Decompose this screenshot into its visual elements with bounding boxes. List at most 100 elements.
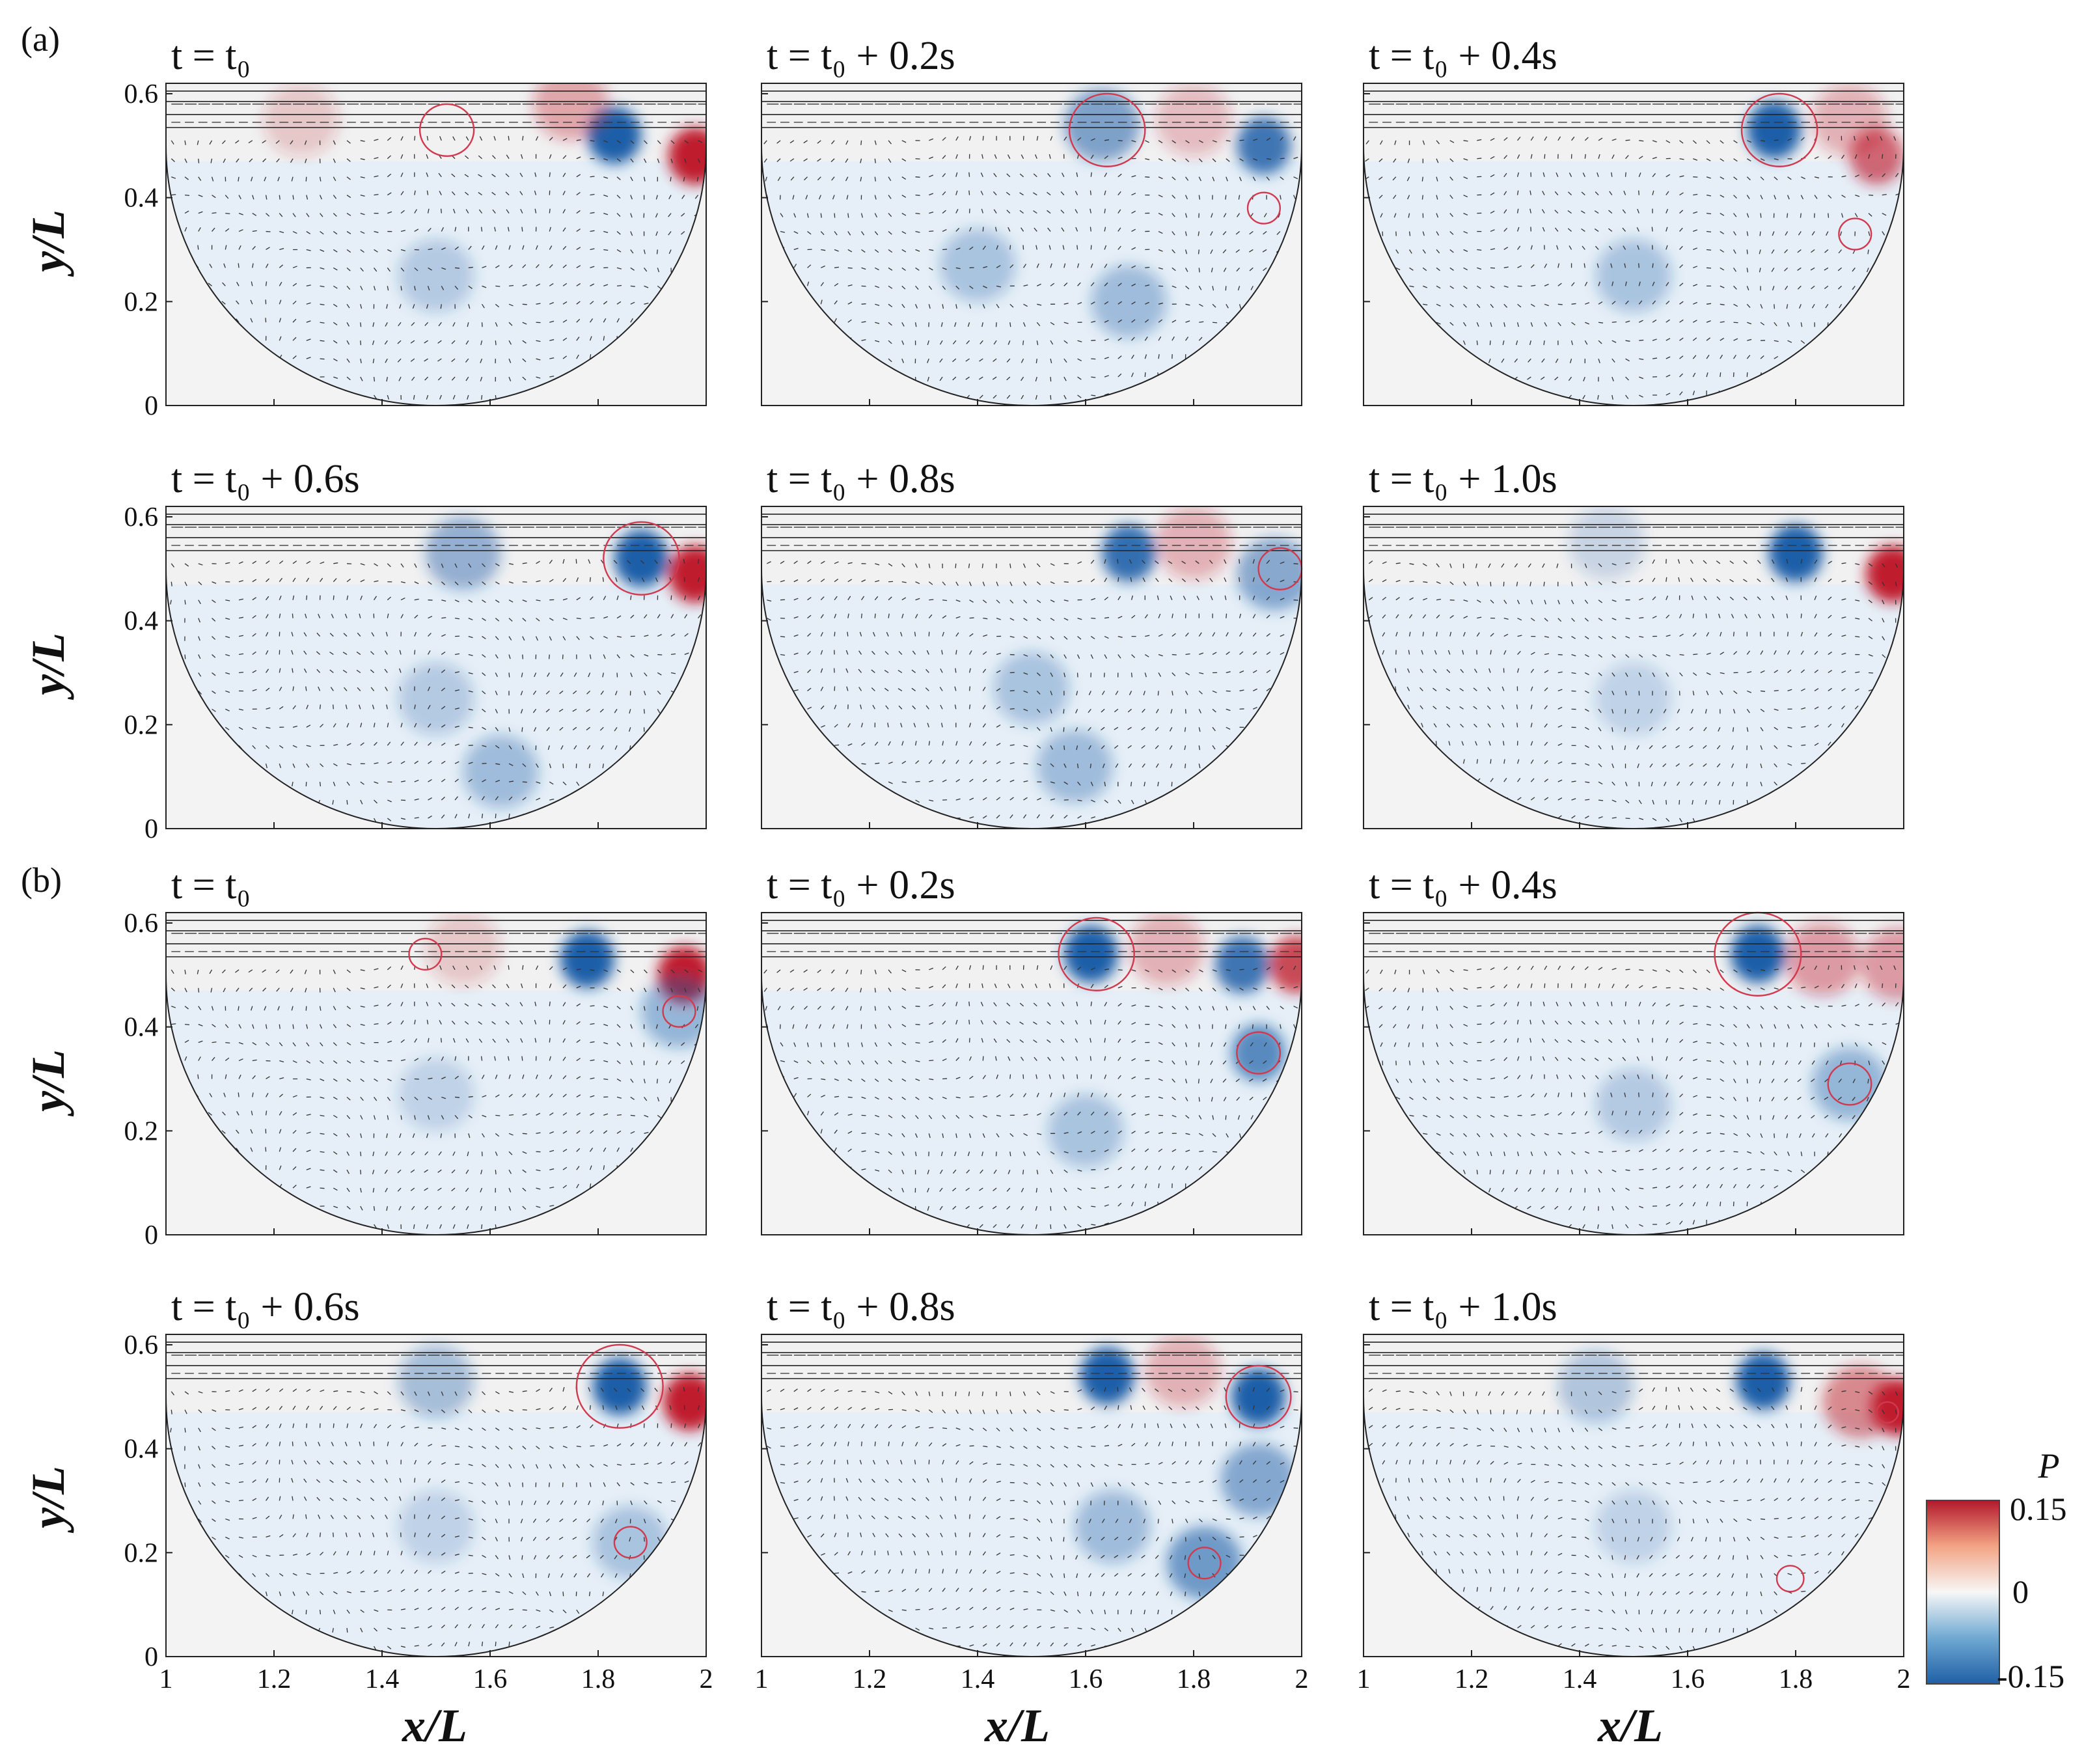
panel-title: t = t₀ + 0.6s	[171, 1285, 360, 1329]
pressure-blob	[1155, 83, 1232, 156]
pressure-blob	[1860, 928, 1904, 1001]
pressure-blob	[1595, 1490, 1672, 1564]
y-tick-label: 0	[144, 391, 158, 421]
panel-frame	[165, 83, 707, 406]
pressure-blob	[1129, 913, 1205, 985]
x-tick-label: 1.2	[1455, 1664, 1489, 1694]
y-tick-label: 0.6	[124, 79, 159, 109]
x-tick-label: 1.8	[1177, 1664, 1211, 1694]
panel-title: t = t₀ + 0.6s	[171, 457, 360, 501]
pressure-blob	[1237, 537, 1302, 611]
x-tick-label: 1.4	[1563, 1664, 1597, 1694]
panels-layer: 0 0.2 0.4 0.6 t = t₀ t = t₀ + 0.2s t = t₀ + 0.…	[124, 34, 1911, 1694]
panel-title: t = t₀ + 0.8s	[767, 1285, 955, 1329]
vortex-highlight-circle	[1058, 916, 1135, 991]
x-tick-label: 1	[159, 1664, 173, 1694]
panel-frame	[1363, 912, 1904, 1235]
velocity-vectors	[763, 103, 1302, 400]
pressure-blob	[663, 1373, 706, 1431]
pressure-blob	[1215, 935, 1270, 993]
y-axis-label-row3: y/L	[22, 1049, 74, 1117]
velocity-vectors	[167, 933, 706, 1230]
pressure-blob	[1063, 88, 1140, 161]
vortex-highlight-circle	[575, 1344, 664, 1429]
pressure-blob	[1145, 1334, 1221, 1407]
pressure-blob	[1569, 506, 1645, 579]
vortex-highlight-circle	[1187, 1547, 1222, 1580]
y-axis-label-row1: y/L	[22, 210, 74, 277]
panel-title: t = t₀ + 0.2s	[767, 34, 955, 78]
x-tick-label: 2	[700, 1664, 713, 1694]
colorbar-gradient	[1926, 1500, 2000, 1685]
group-label-b: (b)	[21, 861, 62, 900]
pressure-field	[1569, 506, 1904, 736]
panel-frame	[761, 506, 1302, 829]
pressure-blob	[398, 662, 474, 736]
y-tick-label: 0.4	[124, 184, 159, 214]
pressure-field	[398, 516, 706, 808]
panel-frame	[165, 912, 707, 1235]
panel-title: t = t₀ + 0.8s	[767, 457, 955, 501]
y-tick-label: 0.2	[124, 1538, 159, 1568]
panel-title: t = t₀ + 1.0s	[1369, 1285, 1557, 1329]
vortex-highlight-circle	[1876, 1401, 1899, 1424]
panel-a-4: 0 0.2 0.4 0.6 t = t₀ + 0.6s	[124, 457, 707, 844]
y-axis-label-row2: y/L	[22, 633, 74, 700]
pressure-blob	[1785, 922, 1861, 996]
pressure-blob	[560, 930, 614, 988]
vortex-highlight-circle	[1776, 1565, 1805, 1593]
x-tick-label: 1.6	[473, 1664, 508, 1694]
vortex-highlight-circle	[408, 937, 443, 971]
panel-frame	[1363, 1334, 1904, 1657]
pressure-blob	[939, 228, 1016, 302]
pressure-blob	[993, 652, 1070, 725]
colorbar-tick-max: 0.15	[2010, 1491, 2067, 1527]
y-tick-label: 0.4	[124, 1013, 159, 1043]
group-label-a: (a)	[21, 20, 60, 59]
field-region	[761, 83, 1302, 406]
pressure-blob	[1155, 506, 1232, 579]
field-region	[166, 83, 706, 406]
pressure-blob	[1231, 1368, 1286, 1426]
x-axis-label-col1: x/L	[402, 1700, 467, 1752]
x-tick-label: 1.2	[257, 1664, 292, 1694]
x-tick-label: 2	[1295, 1664, 1309, 1694]
pressure-blob	[1557, 1349, 1634, 1423]
y-tick-label: 0.6	[124, 909, 159, 939]
vortex-highlight-circle	[662, 995, 696, 1028]
pressure-blob	[1768, 524, 1823, 582]
x-axis-label-col2: x/L	[984, 1700, 1050, 1752]
panel-title: t = t₀	[171, 34, 251, 78]
x-tick-label: 1.4	[365, 1664, 400, 1694]
panel-title: t = t₀ + 0.4s	[1369, 863, 1557, 907]
pressure-blob	[1037, 730, 1113, 803]
panel-title: t = t₀	[171, 863, 251, 907]
x-tick-label: 1.4	[961, 1664, 995, 1694]
pressure-field	[1075, 1334, 1296, 1600]
x-tick-label: 1.8	[581, 1664, 616, 1694]
y-axis-label-row4: y/L	[22, 1466, 74, 1534]
x-tick-label: 1.6	[1069, 1664, 1103, 1694]
pressure-blob	[614, 529, 668, 587]
pressure-blob	[1237, 117, 1291, 174]
x-tick-label: 1.8	[1779, 1664, 1813, 1694]
y-tick-label: 0.2	[124, 710, 159, 740]
pressure-blob	[1047, 1094, 1124, 1168]
x-tick-label: 2	[1897, 1664, 1911, 1694]
pressure-blob	[1731, 925, 1785, 983]
panel-frame	[165, 506, 707, 829]
panel-frame	[761, 912, 1302, 1235]
field-region	[1364, 913, 1904, 1235]
pressure-field	[1047, 913, 1302, 1168]
pressure-blob	[1865, 545, 1904, 603]
panel-title: t = t₀ + 0.2s	[767, 863, 955, 907]
pressure-blob	[1080, 1347, 1134, 1405]
y-tick-label: 0	[144, 814, 158, 844]
panel-frame	[1363, 83, 1904, 406]
vortex-highlight-circle	[1068, 92, 1146, 167]
pressure-blob	[641, 974, 706, 1048]
pressure-blob	[668, 127, 706, 185]
pressure-blob	[1063, 925, 1118, 983]
panel-b-3: t = t₀ + 0.4s	[1363, 863, 1904, 1235]
